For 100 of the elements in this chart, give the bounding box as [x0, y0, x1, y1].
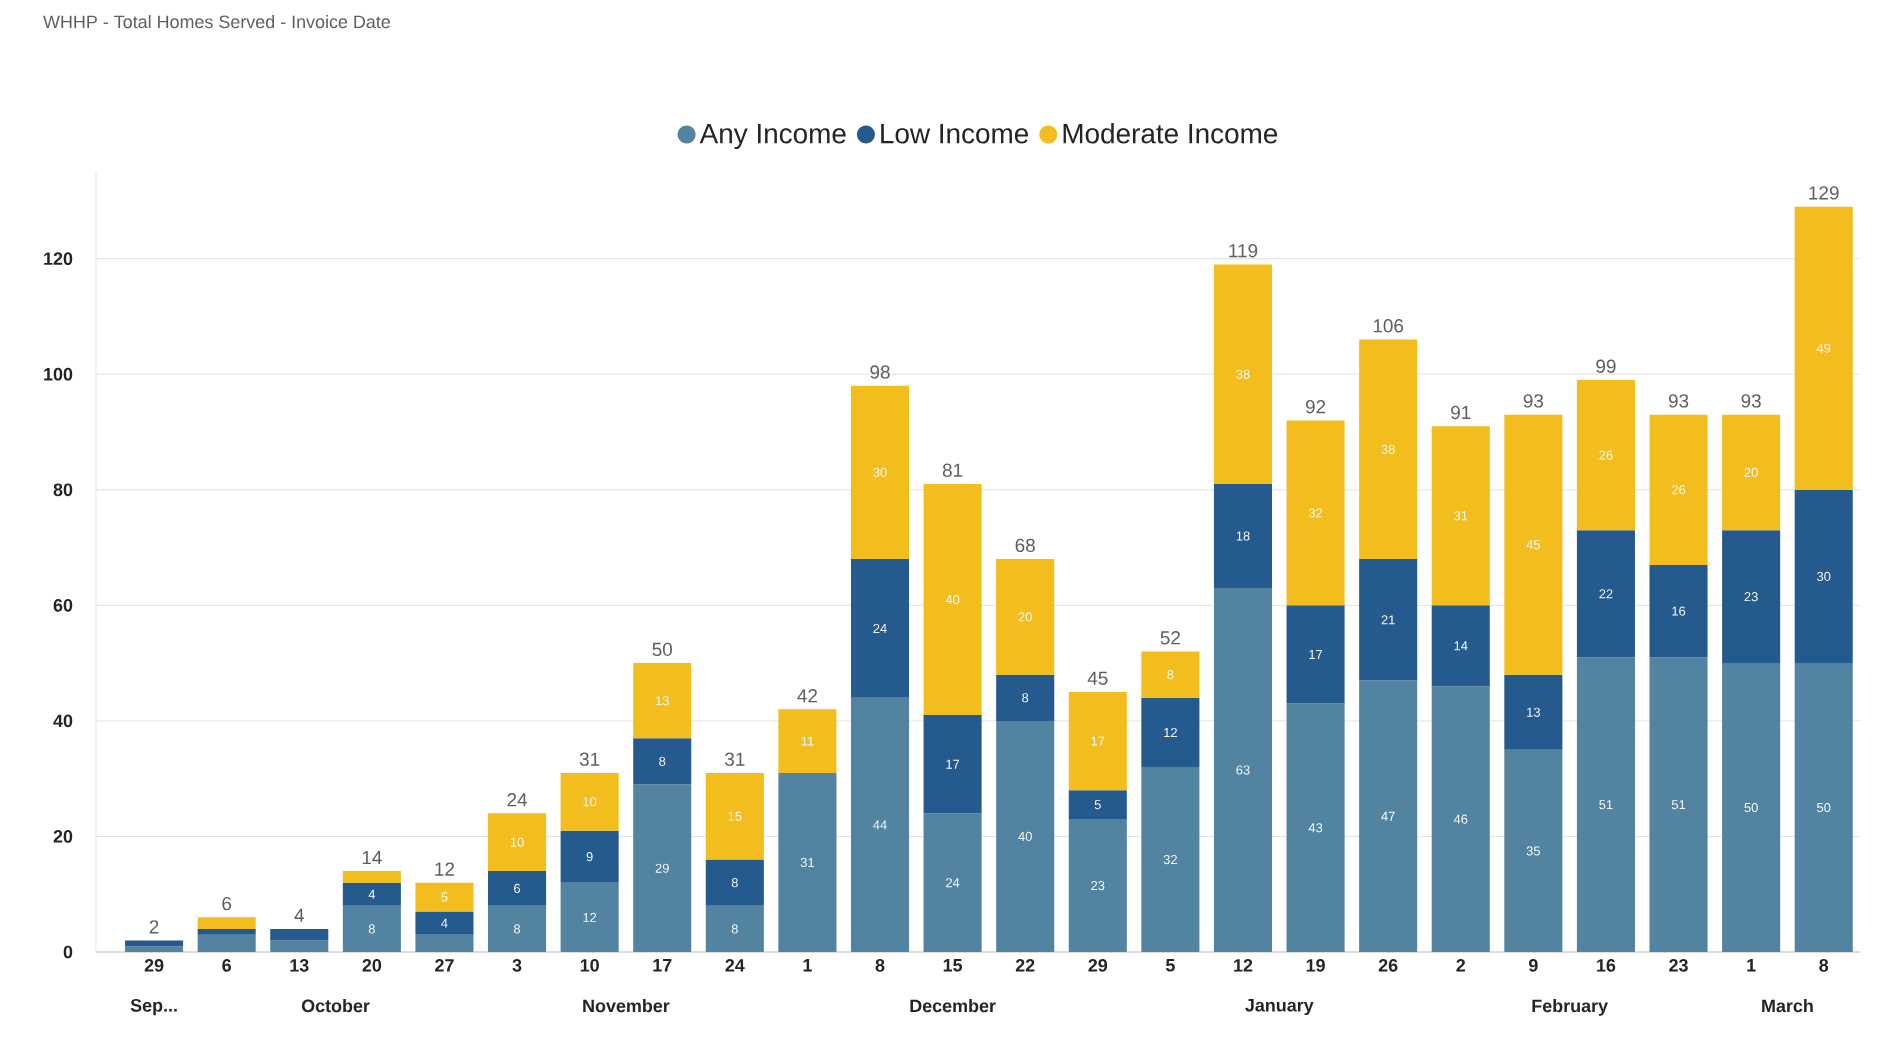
x-tick-label: 23	[1669, 959, 1688, 972]
bar	[633, 738, 692, 785]
bar	[1722, 530, 1781, 664]
x-tick-label: 1	[1747, 959, 1756, 972]
total-label: 129	[1809, 186, 1839, 200]
total-label: 93	[1523, 394, 1544, 408]
bar	[1213, 264, 1273, 484]
total-label: 81	[942, 463, 963, 477]
bar	[560, 772, 619, 831]
bar	[1722, 414, 1781, 531]
bar	[705, 772, 764, 860]
bar	[197, 917, 256, 929]
y-tick-label: 60	[53, 598, 73, 612]
total-label: 2	[149, 920, 159, 934]
total-label: 50	[652, 642, 673, 657]
total-label: 4	[294, 908, 304, 922]
bar	[778, 772, 837, 952]
bar	[415, 882, 474, 912]
bar	[270, 928, 329, 941]
x-tick-label: 27	[435, 959, 454, 972]
bar	[1213, 587, 1273, 952]
bar	[1286, 420, 1345, 606]
bar	[1504, 674, 1563, 750]
total-label: 99	[1596, 359, 1616, 373]
total-label: 119	[1229, 243, 1258, 258]
bar	[778, 709, 837, 773]
bar	[197, 928, 256, 935]
bar	[633, 784, 692, 952]
total-label: 12	[435, 862, 455, 876]
bar	[342, 882, 401, 906]
bar	[1068, 692, 1127, 791]
x-tick-label: 20	[362, 959, 382, 972]
x-tick-label: 15	[943, 959, 963, 972]
bar	[923, 483, 982, 716]
bar	[850, 697, 910, 952]
y-tick-label: 40	[53, 714, 73, 728]
bar	[1359, 339, 1418, 560]
x-tick-label: 3	[512, 959, 522, 972]
bar	[488, 813, 547, 872]
bar	[923, 813, 982, 952]
total-label: 52	[1160, 631, 1180, 645]
legend-label: Any Income	[699, 124, 846, 150]
total-label: 45	[1087, 671, 1108, 685]
bar	[125, 946, 184, 952]
total-label: 106	[1373, 319, 1404, 333]
bar	[1068, 819, 1127, 952]
x-tick-label: 26	[1378, 959, 1398, 972]
bar	[488, 871, 547, 906]
bar	[415, 934, 474, 952]
bar	[125, 940, 184, 947]
x-tick-label: 5	[1165, 959, 1175, 972]
total-label: 42	[797, 689, 818, 703]
x-tick-label: 13	[290, 959, 309, 972]
bar	[415, 911, 474, 935]
bar	[1431, 426, 1490, 606]
y-tick-label: 20	[53, 830, 73, 843]
bar	[923, 715, 982, 814]
total-label: 31	[725, 752, 745, 766]
total-label: 92	[1305, 400, 1326, 414]
total-label: 93	[1741, 394, 1761, 408]
text: Sep...	[130, 999, 177, 1016]
bar	[1649, 414, 1708, 565]
bar	[1141, 651, 1200, 698]
bar	[1649, 657, 1708, 952]
bar	[1504, 414, 1563, 675]
bar	[488, 905, 547, 952]
total-label: 93	[1668, 394, 1689, 408]
bar	[705, 859, 764, 906]
bar	[270, 940, 329, 952]
total-label: 91	[1451, 405, 1471, 420]
total-label: 98	[870, 365, 890, 379]
bar	[850, 385, 910, 560]
x-tick-label: 29	[1088, 959, 1108, 972]
x-tick-label: 17	[653, 959, 672, 972]
bar	[342, 871, 401, 883]
x-tick-label: 16	[1597, 959, 1616, 972]
x-tick-label: 2	[1456, 959, 1466, 972]
text: January	[1245, 999, 1314, 1016]
total-label: 24	[507, 793, 528, 807]
bar	[705, 905, 764, 952]
chart-title: WHHP - Total Homes Served - Invoice Date	[43, 15, 391, 29]
bar	[1649, 564, 1708, 658]
total-label: 6	[222, 896, 232, 911]
total-label: 14	[362, 851, 382, 865]
y-tick-label: 100	[44, 367, 73, 381]
text: October	[301, 999, 370, 1013]
y-tick-label: 120	[44, 252, 73, 266]
bar	[996, 559, 1055, 675]
bar	[1504, 749, 1563, 952]
x-tick-label: 24	[725, 959, 745, 972]
bar	[1431, 686, 1490, 952]
bar	[197, 934, 256, 952]
bar	[996, 720, 1055, 952]
bar	[1141, 767, 1200, 952]
y-tick-label: 80	[53, 483, 73, 497]
bar	[1576, 657, 1635, 952]
x-tick-label: 1	[803, 959, 812, 972]
text: March	[1762, 999, 1813, 1013]
bar	[560, 830, 619, 883]
bar	[850, 559, 910, 698]
